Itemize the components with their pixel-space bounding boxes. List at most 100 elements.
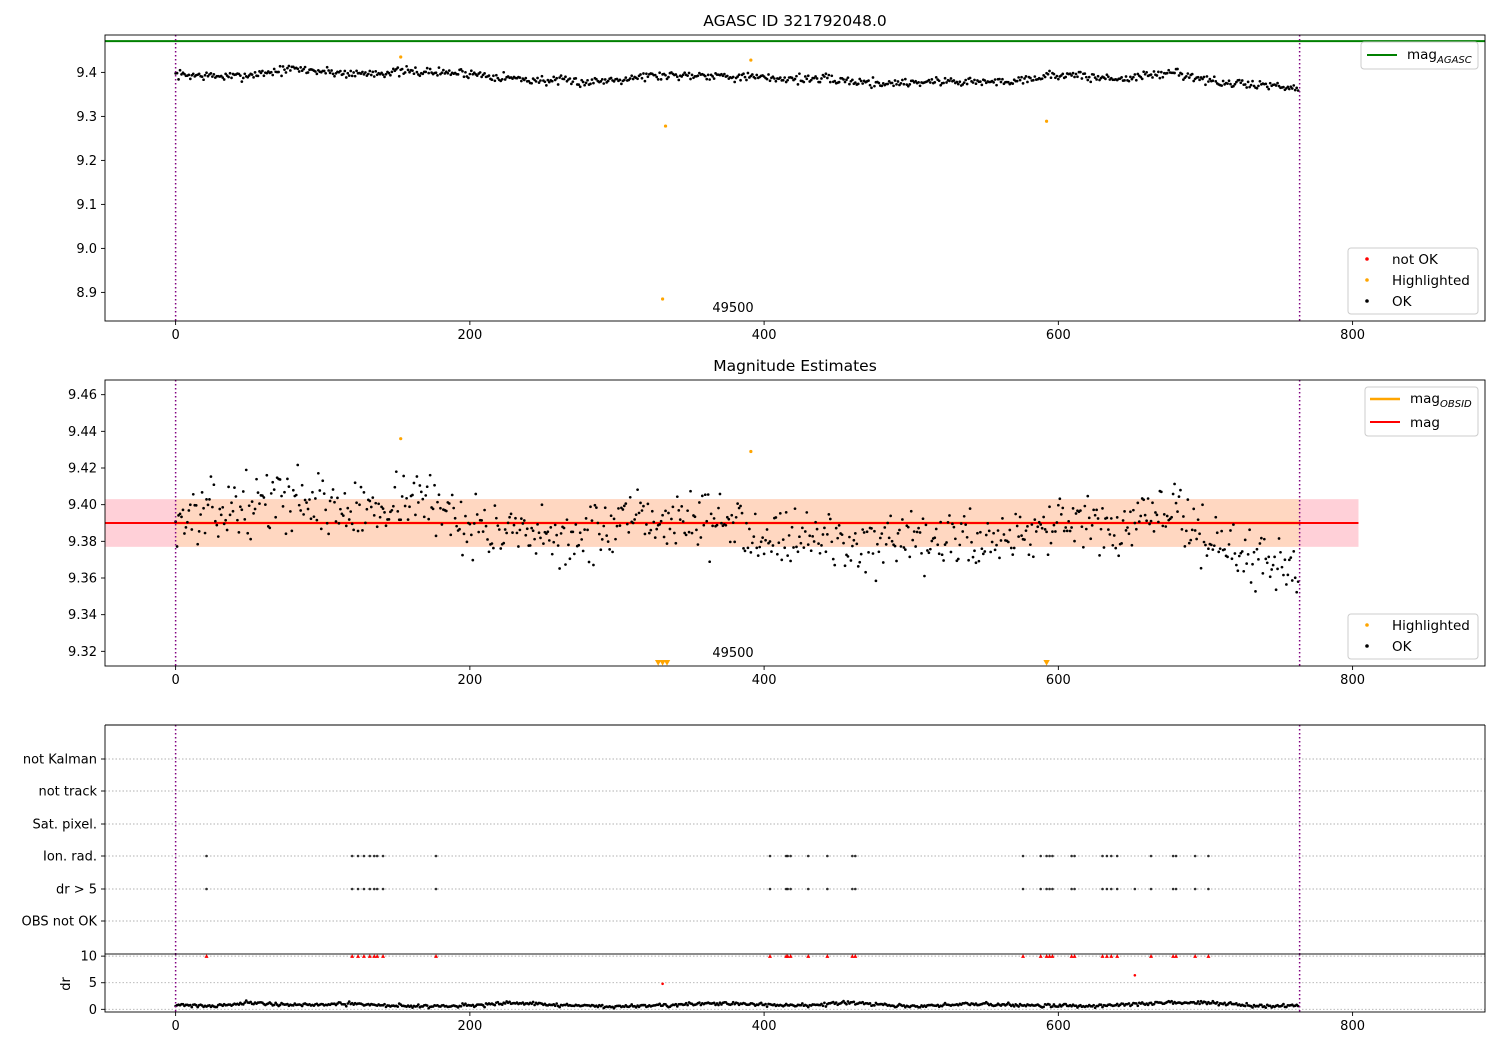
ok-point [993, 78, 997, 81]
y-tick-label: 9.44 [68, 425, 97, 440]
panel-agasc-legend-points: not OK Highlighted OK [1347, 247, 1479, 315]
x-tick-label: 800 [1340, 673, 1365, 688]
ok-point [528, 544, 532, 547]
ok-point [502, 70, 506, 74]
flag-point [1174, 887, 1178, 891]
ok-point [970, 540, 973, 544]
x-tick-label: 400 [752, 673, 777, 688]
ok-point [218, 507, 222, 511]
ok-point [371, 70, 375, 74]
ok-point [675, 495, 679, 499]
ok-point [984, 533, 988, 537]
dr-point [500, 1003, 504, 1006]
ok-point [983, 79, 987, 82]
ok-point [487, 74, 491, 77]
ok-point [618, 78, 622, 82]
ok-point [1087, 75, 1091, 79]
ok-point [1011, 82, 1015, 86]
ok-point [1293, 576, 1297, 580]
ok-point [570, 82, 573, 86]
ok-point [359, 485, 363, 489]
ok-point [322, 69, 326, 73]
ok-point [346, 506, 350, 510]
ok-point [787, 534, 791, 537]
axes-frame [104, 34, 1486, 322]
ok-point [361, 70, 364, 74]
dr-clipped-marker [375, 954, 380, 958]
ok-point [1114, 546, 1118, 550]
dr-point [503, 1002, 507, 1005]
flag-point [1051, 854, 1054, 858]
ok-point [496, 76, 500, 80]
ok-point [675, 75, 679, 79]
ok-point [449, 533, 453, 537]
ok-point [234, 495, 238, 498]
ok-point [665, 542, 669, 546]
ok-point [306, 507, 310, 511]
ok-point [902, 546, 906, 549]
x-tick-label: 600 [1046, 328, 1071, 343]
flag-point [1110, 887, 1113, 891]
ok-point [652, 520, 656, 524]
ok-point [1211, 79, 1215, 83]
dr-point [852, 1000, 856, 1004]
ok-point [958, 80, 962, 84]
ok-point [249, 537, 253, 541]
ok-point [664, 509, 667, 513]
dr-clipped-marker [850, 954, 855, 958]
ok-point [459, 500, 463, 504]
flag-point [789, 854, 792, 858]
ok-point [400, 495, 404, 498]
ok-point [1026, 524, 1029, 528]
ok-point [752, 535, 756, 538]
ok-point [1073, 75, 1076, 79]
ok-point [895, 559, 898, 563]
ok-point [1084, 527, 1088, 531]
ok-point [1014, 512, 1018, 516]
ok-point [1211, 548, 1215, 551]
ok-point [455, 524, 458, 528]
ok-point [1136, 501, 1140, 505]
ok-point [350, 522, 354, 526]
ok-point [481, 530, 485, 533]
ok-point [948, 79, 951, 83]
ok-point [228, 513, 232, 517]
ok-point [956, 82, 960, 86]
flag-point [768, 854, 772, 858]
ok-point [1192, 79, 1196, 83]
dr-point [1056, 1005, 1060, 1008]
flag-point [1171, 854, 1175, 858]
ok-point [209, 475, 213, 478]
ok-point [324, 508, 328, 512]
dr-point [1006, 1001, 1010, 1005]
ok-point [188, 77, 192, 81]
ok-point [188, 503, 192, 507]
ok-point [615, 77, 619, 81]
ok-point [202, 506, 205, 510]
dr-point [846, 1000, 850, 1003]
ok-point [442, 68, 445, 72]
ok-point [440, 523, 444, 526]
dr-clipped-marker [1050, 954, 1055, 958]
dr-point [834, 1001, 838, 1004]
ok-point [1264, 557, 1268, 561]
ok-point [896, 532, 900, 535]
ok-point [375, 525, 379, 529]
ok-point [1027, 553, 1031, 557]
ok-point [1289, 85, 1293, 89]
category-label: OBS not OK [22, 915, 98, 930]
ok-point [337, 521, 341, 525]
ok-point [736, 502, 739, 505]
ok-point [390, 508, 394, 512]
ok-point [974, 561, 978, 565]
ok-point [961, 83, 965, 86]
ok-point [908, 555, 912, 559]
dr-point [300, 1004, 304, 1008]
ok-point [597, 532, 601, 536]
y-tick-label: 9.1 [76, 198, 97, 213]
ok-point [1139, 514, 1143, 518]
ok-point [1158, 76, 1162, 80]
flag-point [434, 887, 438, 891]
highlighted-point [663, 124, 668, 128]
flag-point [1048, 854, 1051, 858]
